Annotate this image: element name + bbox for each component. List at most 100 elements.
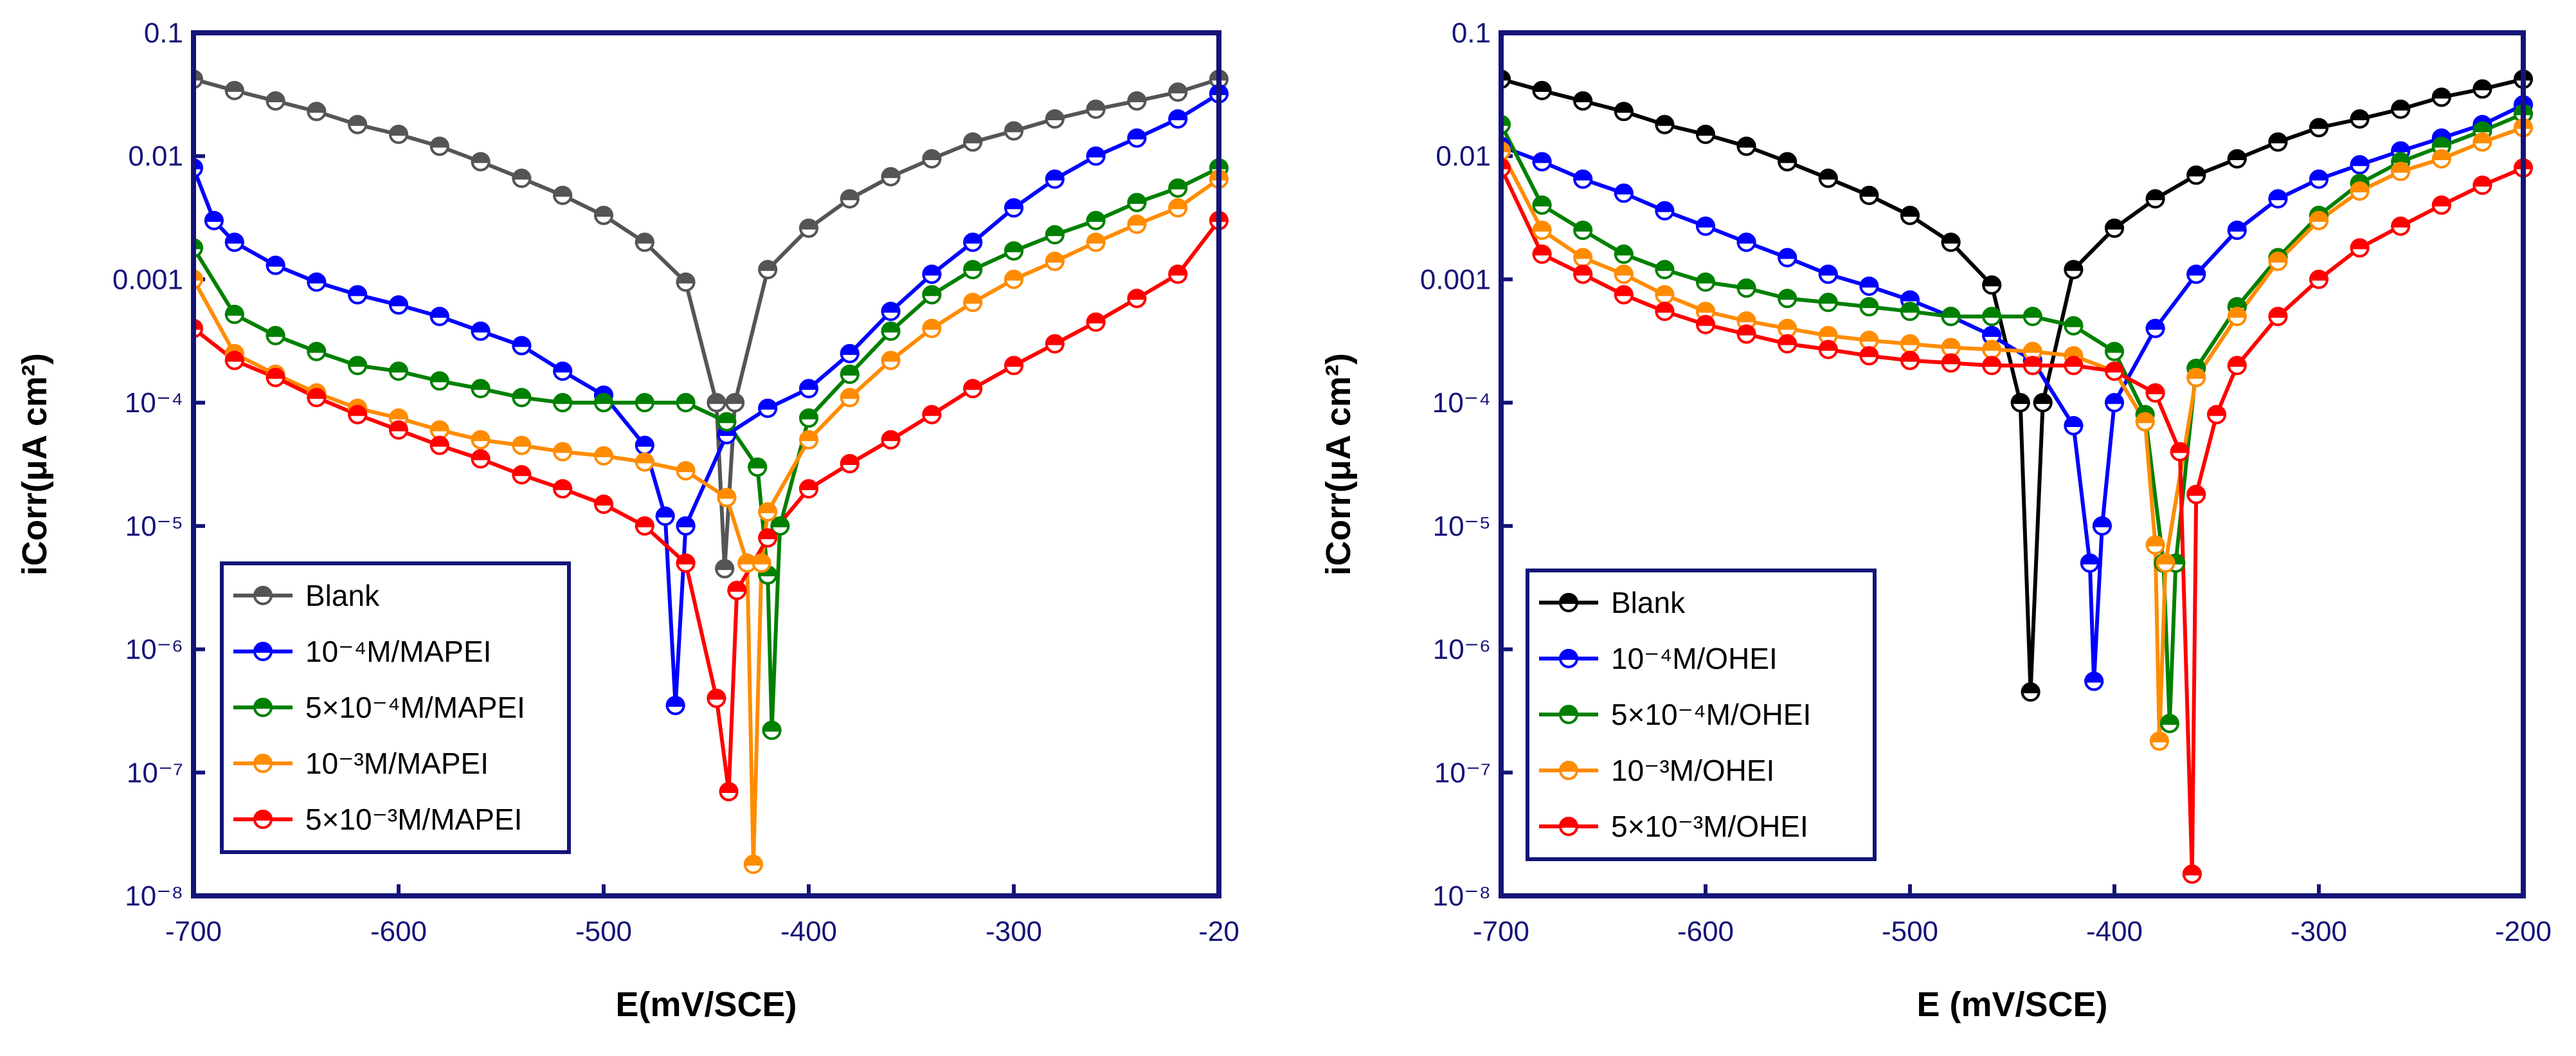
marker-half: [1168, 264, 1188, 276]
marker: [266, 325, 285, 345]
marker-half: [553, 393, 573, 405]
legend-label: 10⁻³M/OHEI: [1611, 754, 1774, 787]
marker: [1736, 324, 1756, 344]
marker: [471, 379, 491, 399]
marker: [1086, 146, 1106, 166]
marker: [798, 218, 819, 238]
marker: [2064, 416, 2084, 436]
marker-half: [1655, 260, 1675, 271]
marker-half: [2350, 174, 2370, 185]
marker-half: [1045, 169, 1065, 181]
marker-half: [1004, 356, 1024, 367]
marker-half: [2268, 307, 2288, 318]
marker-half: [2022, 341, 2042, 353]
marker: [553, 185, 573, 205]
marker: [253, 754, 273, 773]
marker-half: [1778, 152, 1797, 163]
marker-half: [1086, 99, 1106, 111]
marker-half: [1695, 272, 1716, 284]
marker-half: [2227, 307, 2247, 318]
marker-half: [2391, 141, 2411, 152]
marker: [2022, 307, 2042, 327]
marker: [1859, 185, 1879, 205]
marker: [758, 528, 778, 548]
marker: [1655, 285, 1675, 305]
marker-half: [2186, 264, 2206, 276]
marker: [1127, 192, 1147, 212]
marker: [2104, 361, 2125, 381]
marker-half: [2186, 368, 2206, 379]
marker-half: [1004, 269, 1024, 281]
legend-label: Blank: [1611, 586, 1686, 619]
marker: [1558, 593, 1579, 612]
marker: [635, 435, 654, 455]
marker-half: [1736, 232, 1756, 244]
marker: [348, 285, 368, 305]
marker-half: [348, 405, 368, 416]
marker-half: [2104, 341, 2125, 353]
marker: [881, 430, 901, 450]
marker-half: [2104, 361, 2125, 373]
marker-half: [253, 810, 273, 821]
marker-half: [2104, 218, 2125, 230]
marker: [348, 114, 368, 134]
marker: [1778, 289, 1797, 309]
marker-half: [758, 502, 778, 514]
marker-half: [2350, 181, 2370, 193]
marker-half: [1558, 649, 1579, 660]
marker: [2104, 218, 2125, 238]
marker: [963, 132, 983, 152]
marker: [2145, 318, 2165, 338]
marker-half: [1818, 293, 1838, 304]
marker: [2431, 196, 2451, 215]
marker: [2021, 682, 2040, 702]
marker: [1736, 278, 1756, 298]
marker: [2170, 442, 2190, 462]
marker: [553, 442, 573, 462]
marker: [922, 149, 942, 168]
marker: [676, 272, 696, 292]
marker: [1614, 285, 1634, 305]
marker: [348, 405, 368, 424]
marker-half: [2431, 196, 2451, 207]
marker-half: [253, 754, 273, 765]
marker-half: [2350, 109, 2370, 121]
marker: [840, 388, 860, 408]
x-tick-label: -500: [575, 916, 632, 947]
marker: [655, 506, 675, 526]
marker: [758, 260, 778, 280]
marker: [1045, 169, 1065, 189]
marker-half: [963, 260, 983, 271]
marker: [429, 371, 449, 391]
marker-half: [224, 304, 244, 316]
marker-half: [1655, 201, 1675, 212]
marker-half: [1573, 264, 1593, 276]
marker-half: [676, 272, 696, 284]
marker: [840, 343, 860, 363]
marker: [2145, 383, 2165, 403]
marker: [707, 393, 726, 413]
marker-half: [1045, 225, 1065, 237]
marker: [553, 393, 573, 413]
marker: [922, 264, 942, 284]
marker: [2156, 553, 2175, 573]
marker-half: [307, 341, 327, 353]
marker-half: [2080, 553, 2100, 565]
marker-half: [471, 430, 491, 441]
marker: [2186, 484, 2206, 504]
plot-area: [194, 69, 1229, 875]
marker-half: [2145, 535, 2165, 547]
marker-half: [1614, 102, 1634, 113]
marker: [2268, 307, 2288, 327]
marker-half: [840, 189, 860, 201]
plot-frame: [191, 30, 1221, 898]
marker-half: [307, 388, 327, 399]
marker: [2431, 87, 2451, 107]
marker: [1558, 817, 1579, 836]
marker: [1614, 183, 1634, 203]
marker: [798, 408, 819, 428]
marker: [1127, 214, 1147, 234]
marker-half: [798, 218, 819, 230]
marker-half: [1900, 290, 1920, 302]
